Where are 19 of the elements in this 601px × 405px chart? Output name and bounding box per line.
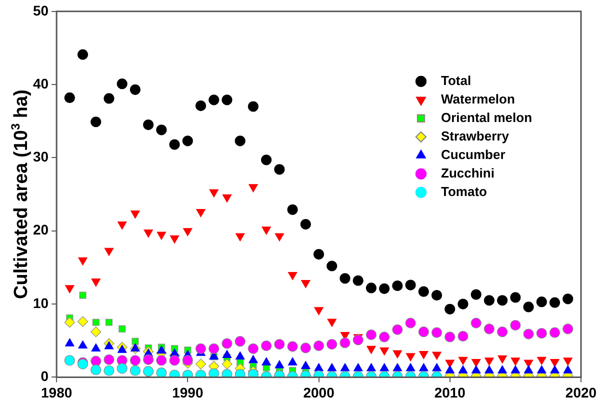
x-tick-label: 1980 bbox=[40, 384, 72, 400]
legend-label: Zucchini bbox=[441, 165, 494, 180]
legend-label: Strawberry bbox=[441, 128, 510, 144]
y-tick-label: 40 bbox=[32, 75, 49, 92]
x-tick-label: 2020 bbox=[565, 384, 597, 400]
legend-label: Cucumber bbox=[441, 146, 506, 162]
y-tick-label: 30 bbox=[32, 148, 49, 165]
x-tick-label: 2000 bbox=[303, 384, 335, 400]
legend-label: Total bbox=[441, 72, 472, 88]
y-axis-title: Cultivated area (103 ha) bbox=[8, 90, 32, 300]
y-tick-label: 20 bbox=[32, 222, 49, 238]
y-tick-label: 50 bbox=[32, 2, 49, 18]
legend-label: Watermelon bbox=[441, 91, 515, 106]
legend-label: Oriental melon bbox=[441, 110, 532, 125]
x-tick-label: 1990 bbox=[172, 384, 204, 400]
y-tick-label: 10 bbox=[32, 294, 49, 311]
y-tick-label: 0 bbox=[40, 368, 49, 384]
x-tick-label: 2010 bbox=[434, 384, 466, 400]
legend-label: Tomato bbox=[441, 184, 488, 199]
